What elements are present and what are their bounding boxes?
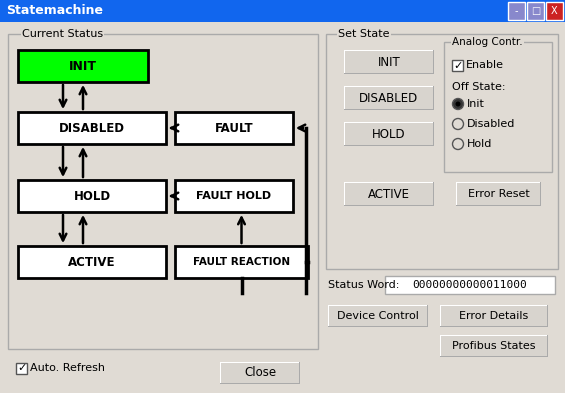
- Bar: [328, 305, 428, 327]
- Bar: [546, 2, 563, 20]
- Bar: [440, 335, 547, 356]
- Text: FAULT HOLD: FAULT HOLD: [197, 191, 272, 201]
- Text: Error Details: Error Details: [459, 311, 529, 321]
- Text: Enable: Enable: [466, 61, 504, 70]
- Bar: [220, 362, 300, 384]
- Text: INIT: INIT: [377, 55, 401, 68]
- Bar: [457, 183, 540, 205]
- Text: Statemachine: Statemachine: [6, 4, 103, 18]
- Text: Disabled: Disabled: [467, 119, 515, 129]
- Bar: [441, 336, 547, 356]
- Bar: [175, 246, 308, 278]
- Bar: [345, 183, 433, 205]
- Text: Init: Init: [467, 99, 485, 109]
- Bar: [344, 122, 434, 146]
- Bar: [344, 86, 434, 110]
- Bar: [175, 180, 293, 212]
- Bar: [452, 60, 463, 71]
- Text: Device Control: Device Control: [337, 311, 419, 321]
- Bar: [326, 34, 558, 269]
- Bar: [329, 306, 427, 326]
- Bar: [345, 123, 433, 145]
- Bar: [0, 0, 565, 22]
- Bar: [344, 122, 433, 145]
- Text: ✓: ✓: [453, 61, 462, 70]
- Text: DISABLED: DISABLED: [359, 92, 419, 105]
- Text: Status Word:: Status Word:: [328, 280, 399, 290]
- Bar: [345, 87, 433, 109]
- Bar: [444, 42, 552, 172]
- Bar: [440, 335, 548, 357]
- Text: Close: Close: [244, 367, 276, 380]
- Text: -: -: [515, 6, 518, 16]
- Bar: [175, 112, 293, 144]
- Circle shape: [455, 101, 460, 107]
- Text: 00000000000011000: 00000000000011000: [412, 280, 527, 290]
- Bar: [220, 362, 299, 383]
- Text: Profibus States: Profibus States: [452, 341, 536, 351]
- Bar: [440, 305, 547, 326]
- Text: Error Reset: Error Reset: [468, 189, 529, 199]
- Bar: [18, 180, 166, 212]
- Text: DISABLED: DISABLED: [59, 121, 125, 134]
- Bar: [441, 306, 547, 326]
- Circle shape: [453, 138, 463, 149]
- Text: X: X: [551, 6, 558, 16]
- Text: ✓: ✓: [17, 363, 27, 373]
- Text: FAULT REACTION: FAULT REACTION: [193, 257, 290, 267]
- Text: □: □: [531, 6, 540, 16]
- Text: HOLD: HOLD: [73, 189, 111, 202]
- Bar: [344, 182, 433, 205]
- Bar: [508, 2, 525, 20]
- Bar: [456, 182, 541, 206]
- Text: Analog Contr.: Analog Contr.: [452, 37, 523, 47]
- Bar: [18, 246, 166, 278]
- Bar: [345, 51, 433, 73]
- Bar: [344, 86, 433, 109]
- Text: INIT: INIT: [69, 59, 97, 72]
- Text: Hold: Hold: [467, 139, 492, 149]
- Bar: [344, 50, 434, 74]
- Text: Set State: Set State: [338, 29, 389, 39]
- Text: Auto. Refresh: Auto. Refresh: [30, 363, 105, 373]
- Text: HOLD: HOLD: [372, 127, 406, 141]
- Bar: [456, 182, 540, 205]
- Bar: [16, 363, 27, 374]
- Text: Off State:: Off State:: [452, 82, 506, 92]
- Text: ACTIVE: ACTIVE: [368, 187, 410, 200]
- Bar: [328, 305, 427, 326]
- Bar: [344, 50, 433, 73]
- Text: FAULT: FAULT: [215, 121, 253, 134]
- Bar: [440, 305, 548, 327]
- Bar: [344, 182, 434, 206]
- Text: ACTIVE: ACTIVE: [68, 255, 116, 268]
- Bar: [18, 50, 148, 82]
- Circle shape: [453, 119, 463, 130]
- Bar: [221, 363, 299, 383]
- Bar: [18, 112, 166, 144]
- Bar: [8, 34, 318, 349]
- Text: Current Status: Current Status: [22, 29, 103, 39]
- Circle shape: [453, 99, 463, 110]
- Bar: [527, 2, 544, 20]
- Bar: [385, 276, 555, 294]
